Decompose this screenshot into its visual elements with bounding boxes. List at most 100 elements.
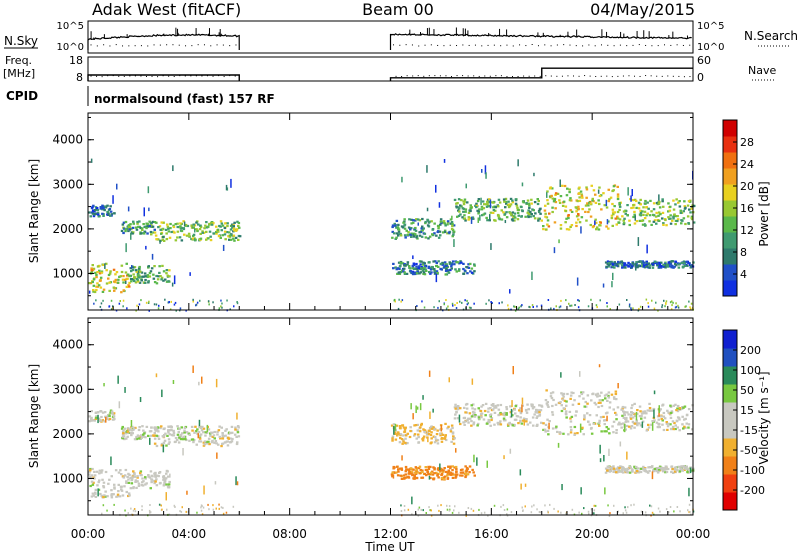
echo-cell bbox=[678, 200, 681, 203]
search-noise-dot bbox=[140, 45, 142, 47]
echo-cell bbox=[418, 260, 422, 263]
echo-cell bbox=[613, 211, 616, 214]
echo-cell bbox=[406, 442, 409, 445]
ground-scatter-cell bbox=[568, 302, 570, 305]
echo-cell bbox=[633, 422, 637, 425]
ground-scatter-cell bbox=[547, 510, 549, 513]
echo-cell bbox=[553, 221, 557, 224]
echo-cell bbox=[153, 231, 157, 234]
echo-cell bbox=[440, 440, 444, 443]
echo-cell bbox=[480, 208, 484, 211]
sparse-echo bbox=[230, 178, 232, 188]
echo-cell bbox=[469, 204, 472, 207]
echo-cell bbox=[604, 419, 607, 422]
echo-cell bbox=[133, 473, 136, 476]
echo-cell bbox=[125, 262, 128, 265]
echo-cell bbox=[598, 202, 601, 206]
echo-cell bbox=[672, 199, 675, 202]
sparse-echo bbox=[481, 169, 483, 173]
echo-cell bbox=[551, 427, 555, 430]
ground-scatter-cell bbox=[465, 514, 467, 517]
echo-cell bbox=[655, 201, 659, 205]
x-tick-label: 00:00 bbox=[676, 527, 711, 541]
power-tick-label: 8 bbox=[740, 246, 747, 259]
search-noise-dot bbox=[210, 45, 212, 47]
echo-cell bbox=[607, 220, 610, 223]
echo-cell bbox=[578, 395, 581, 398]
echo-cell bbox=[513, 423, 516, 427]
echo-cell bbox=[599, 401, 602, 404]
echo-cell bbox=[415, 267, 418, 270]
y-tick-label: 1000 bbox=[52, 471, 83, 485]
echo-cell bbox=[90, 416, 93, 419]
ground-scatter-cell bbox=[229, 308, 231, 311]
echo-cell bbox=[153, 228, 156, 231]
sparse-echo bbox=[490, 243, 492, 250]
echo-cell bbox=[127, 427, 130, 430]
sparse-echo bbox=[453, 239, 455, 248]
echo-cell bbox=[119, 485, 123, 488]
echo-cell bbox=[514, 202, 518, 205]
echo-cell bbox=[163, 439, 167, 442]
echo-cell bbox=[95, 470, 99, 473]
echo-cell bbox=[497, 217, 501, 220]
nave-dot bbox=[406, 75, 408, 77]
echo-cell bbox=[661, 467, 664, 470]
search-noise-dot bbox=[115, 44, 117, 46]
ground-scatter-cell bbox=[593, 504, 595, 507]
echo-cell bbox=[649, 466, 652, 469]
ground-scatter-cell bbox=[168, 301, 170, 304]
search-noise-dot bbox=[569, 44, 571, 46]
sparse-echo bbox=[194, 228, 196, 233]
ground-scatter-cell bbox=[416, 305, 418, 307]
sparse-echo bbox=[198, 381, 200, 386]
echo-cell bbox=[454, 413, 457, 416]
echo-cell bbox=[220, 222, 224, 225]
echo-cell bbox=[113, 280, 116, 283]
echo-cell bbox=[612, 420, 616, 423]
echo-cell bbox=[455, 270, 458, 273]
ground-scatter-cell bbox=[418, 506, 421, 509]
echo-cell bbox=[146, 274, 150, 277]
echo-cell bbox=[430, 220, 433, 223]
ground-scatter-cell bbox=[433, 306, 435, 309]
echo-cell bbox=[121, 435, 125, 438]
echo-cell bbox=[469, 270, 472, 273]
echo-cell bbox=[436, 271, 439, 275]
echo-cell bbox=[551, 197, 555, 200]
echo-cell bbox=[565, 413, 568, 416]
y-tick-label: 2000 bbox=[52, 427, 83, 441]
sparse-echo bbox=[426, 207, 429, 212]
ground-scatter-cell bbox=[113, 503, 115, 506]
echo-cell bbox=[201, 230, 204, 233]
echo-cell bbox=[93, 212, 97, 216]
echo-cell bbox=[469, 262, 472, 265]
echo-cell bbox=[534, 212, 537, 215]
echo-cell bbox=[124, 271, 128, 274]
echo-cell bbox=[229, 437, 232, 440]
ground-scatter-cell bbox=[689, 306, 691, 309]
echo-cell bbox=[111, 412, 114, 415]
echo-cell bbox=[444, 224, 447, 227]
echo-cell bbox=[569, 209, 572, 212]
echo-cell bbox=[143, 432, 146, 435]
echo-cell bbox=[144, 278, 147, 282]
echo-cell bbox=[184, 223, 188, 227]
echo-cell bbox=[237, 435, 241, 438]
ground-scatter-cell bbox=[134, 510, 137, 513]
echo-cell bbox=[457, 269, 461, 272]
ground-scatter-cell bbox=[647, 305, 650, 308]
echo-cell bbox=[153, 426, 157, 429]
echo-cell bbox=[624, 209, 627, 212]
echo-cell bbox=[167, 425, 171, 428]
echo-cell bbox=[450, 267, 453, 270]
echo-cell bbox=[565, 228, 569, 231]
sparse-echo bbox=[504, 220, 507, 224]
ground-scatter-cell bbox=[671, 300, 673, 303]
echo-cell bbox=[128, 285, 131, 288]
echo-cell bbox=[94, 491, 97, 494]
echo-cell bbox=[204, 431, 207, 434]
echo-cell bbox=[633, 210, 636, 213]
echo-cell bbox=[421, 469, 424, 472]
sparse-echo bbox=[401, 176, 403, 183]
